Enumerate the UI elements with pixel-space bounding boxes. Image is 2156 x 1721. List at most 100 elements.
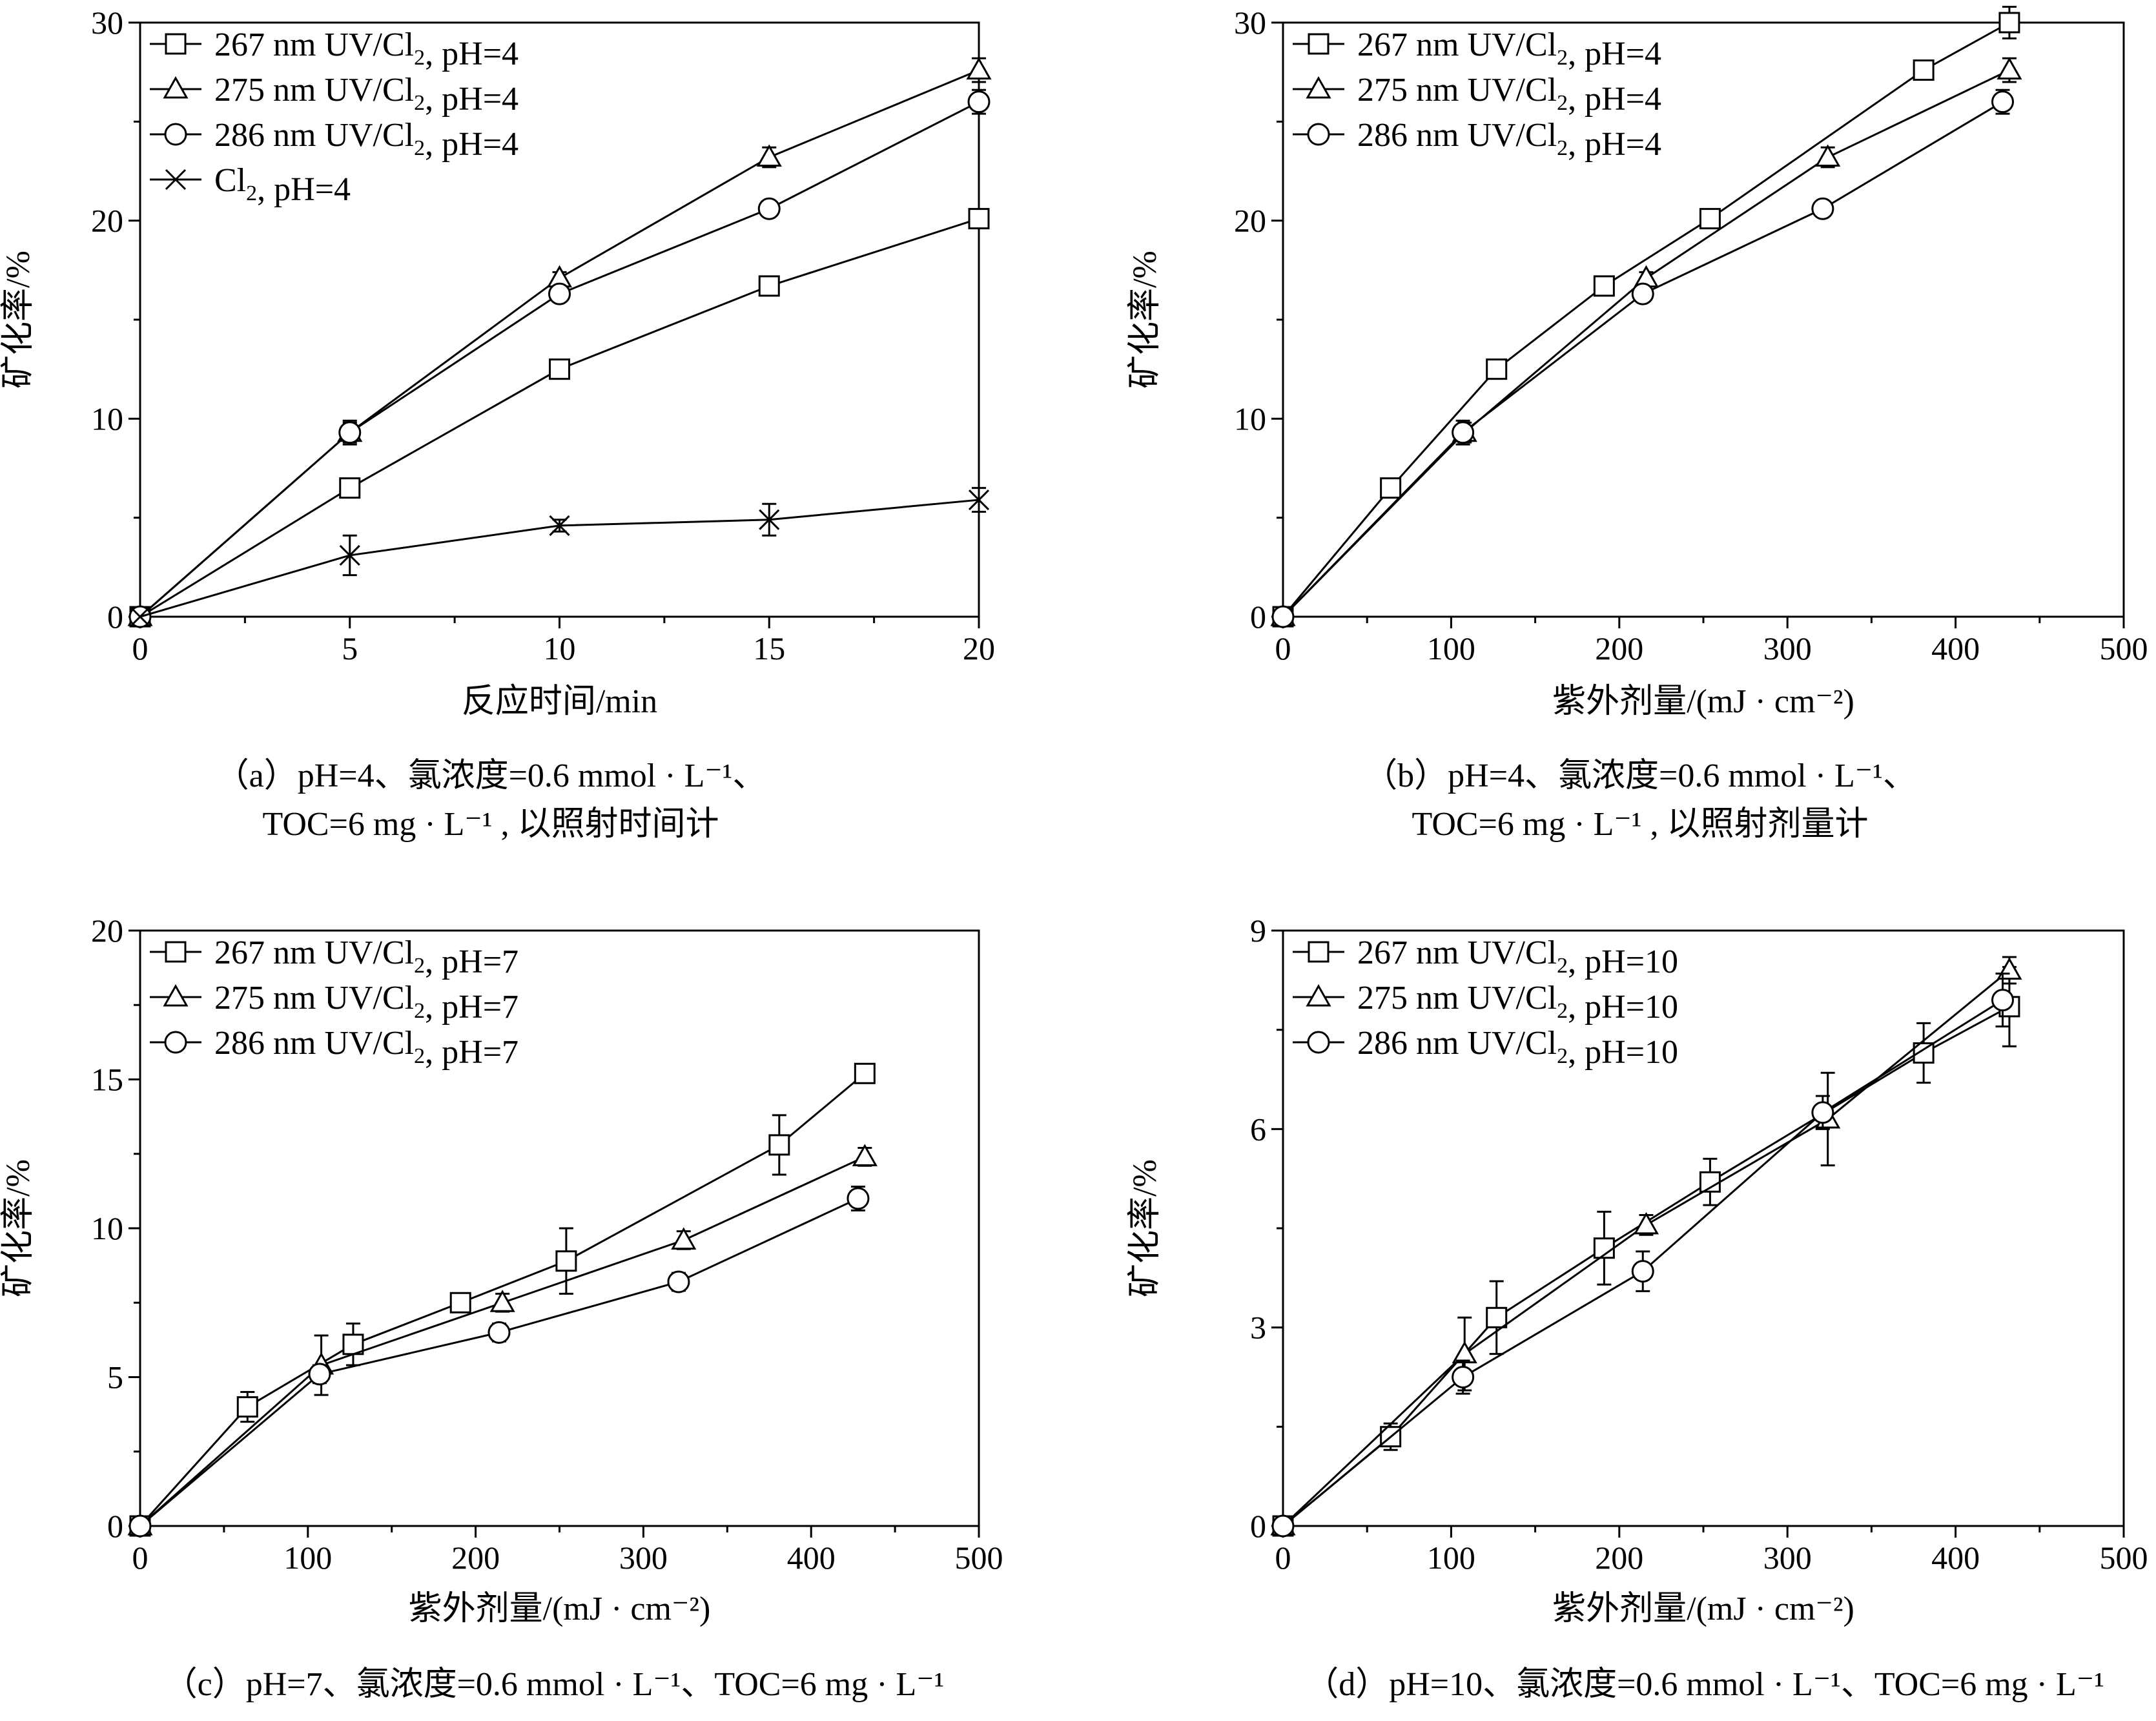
legend-entry: 275 nm UV/Cl2, pH=10 <box>1293 980 1678 1025</box>
legend-entry: 267 nm UV/Cl2, pH=10 <box>1293 934 1678 980</box>
y-axis-label: 矿化率/% <box>0 1159 37 1297</box>
data-point <box>1811 1101 1834 1124</box>
legend-label: 267 nm UV/Cl2, pH=10 <box>1357 934 1678 980</box>
data-point <box>1699 208 1721 230</box>
x-tick-label: 400 <box>1931 1540 1980 1576</box>
data-point <box>1452 421 1475 444</box>
legend-label: 286 nm UV/Cl2, pH=4 <box>214 117 518 163</box>
series-circle <box>1271 88 2015 628</box>
data-point <box>854 1062 876 1084</box>
data-point <box>1271 1514 1295 1538</box>
legend-entry: 286 nm UV/Cl2, pH=7 <box>150 1025 518 1071</box>
legend-marker <box>1307 1031 1330 1054</box>
x-tick-label: 10 <box>544 630 576 666</box>
panel-d: 0 100 200 300 400 500 0 3 6 9 紫外剂量/(mJ · cm⁻²) 矿化率/… <box>1127 912 2148 1703</box>
data-point <box>852 1144 878 1166</box>
data-point <box>1998 12 2020 34</box>
x-tick-label: 500 <box>955 1540 1003 1576</box>
y-tick-label: 0 <box>107 599 123 635</box>
data-point <box>1997 57 2022 80</box>
x-tick-label: 200 <box>451 1540 500 1576</box>
y-tick-label: 0 <box>1250 1508 1266 1544</box>
x-tick-label: 400 <box>787 1540 836 1576</box>
y-axis-label: 矿化率/% <box>1127 251 1164 389</box>
x-axis-label: 紫外剂量/(mJ · cm⁻²) <box>1552 683 1854 720</box>
series-square <box>129 208 990 628</box>
data-point <box>342 1334 364 1355</box>
x-tick-label: 0 <box>132 630 149 666</box>
x-tick-label: 200 <box>1595 630 1643 666</box>
data-point <box>339 477 361 499</box>
panel-caption: TOC=6 mg · L⁻¹ , 以照射时间计 <box>263 806 719 843</box>
x-tick-label: 200 <box>1595 1540 1643 1576</box>
data-point <box>1631 1260 1654 1283</box>
legend-entry: 267 nm UV/Cl2, pH=4 <box>150 26 518 72</box>
series-square <box>129 1062 876 1537</box>
data-point <box>1380 477 1402 499</box>
x-tick-label: 0 <box>1275 630 1291 666</box>
data-point <box>758 275 780 297</box>
data-point <box>1452 1366 1475 1388</box>
data-point <box>847 1187 870 1210</box>
legend-entry: Cl2, pH=4 <box>150 162 351 208</box>
series-line <box>139 1197 859 1527</box>
legend-marker <box>164 123 187 146</box>
data-point <box>308 1363 331 1386</box>
data-point <box>757 197 781 220</box>
plot-frame <box>1282 929 2125 1527</box>
panel-caption: （a）pH=4、氯浓度=0.6 mmol · L⁻¹、 <box>216 757 766 794</box>
legend-label: Cl2, pH=4 <box>214 162 351 208</box>
data-point <box>968 490 990 511</box>
legend-entry: 286 nm UV/Cl2, pH=4 <box>150 117 518 163</box>
data-point <box>549 358 570 380</box>
data-point <box>449 1292 471 1314</box>
x-tick-label: 100 <box>283 1540 332 1576</box>
data-point <box>768 1134 790 1156</box>
legend-label: 275 nm UV/Cl2, pH=7 <box>214 980 518 1025</box>
data-point <box>1633 1211 1659 1235</box>
legend-label: 275 nm UV/Cl2, pH=10 <box>1357 980 1678 1025</box>
data-point <box>671 1227 697 1250</box>
panel-b: 0 100 200 300 400 500 0 10 20 30 紫外剂量/(mJ · cm⁻²) 矿… <box>1127 5 2148 843</box>
legend-marker <box>1308 941 1330 963</box>
panel-c: 0 100 200 300 400 500 0 5 10 15 20 紫外剂量/(mJ · cm⁻²)… <box>0 912 1003 1703</box>
data-point <box>1913 59 1935 81</box>
legend-marker <box>165 169 187 191</box>
data-point <box>759 509 780 530</box>
legend-marker <box>163 984 189 1007</box>
legend-label: 267 nm UV/Cl2, pH=7 <box>214 934 518 980</box>
data-point <box>339 544 360 566</box>
legend-label: 275 nm UV/Cl2, pH=4 <box>1357 72 1661 118</box>
legend-label: 286 nm UV/Cl2, pH=10 <box>1357 1025 1678 1071</box>
data-point <box>756 144 782 167</box>
x-tick-label: 300 <box>1763 630 1812 666</box>
panel-caption: （d）pH=10、氯浓度=0.6 mmol · L⁻¹、TOC=6 mg · L… <box>1305 1666 2104 1703</box>
y-tick-label: 5 <box>107 1359 123 1396</box>
legend-entry: 286 nm UV/Cl2, pH=10 <box>1293 1025 1678 1071</box>
x-tick-label: 400 <box>1931 630 1980 666</box>
legend-entry: 275 nm UV/Cl2, pH=7 <box>150 980 518 1025</box>
series-circle <box>128 88 991 628</box>
legend-marker <box>163 76 189 99</box>
y-tick-label: 10 <box>91 1210 123 1246</box>
legend-marker <box>1306 984 1331 1007</box>
y-tick-label: 20 <box>91 912 123 949</box>
legend-label: 267 nm UV/Cl2, pH=4 <box>1357 26 1661 72</box>
legend-marker <box>165 33 187 55</box>
y-tick-label: 10 <box>1234 400 1266 437</box>
data-point <box>1271 605 1295 628</box>
x-tick-label: 100 <box>1427 1540 1475 1576</box>
legend-entry: 267 nm UV/Cl2, pH=4 <box>1293 26 1661 72</box>
x-tick-label: 0 <box>132 1540 149 1576</box>
data-point <box>128 1514 152 1538</box>
legend-marker <box>164 1031 187 1054</box>
series-circle <box>1271 973 2015 1538</box>
data-point <box>129 606 151 628</box>
data-point <box>1815 144 1841 167</box>
y-axis-label: 矿化率/% <box>0 251 37 389</box>
data-point <box>966 57 992 80</box>
data-point <box>1486 358 1508 380</box>
x-tick-label: 20 <box>963 630 995 666</box>
x-tick-label: 0 <box>1275 1540 1291 1576</box>
